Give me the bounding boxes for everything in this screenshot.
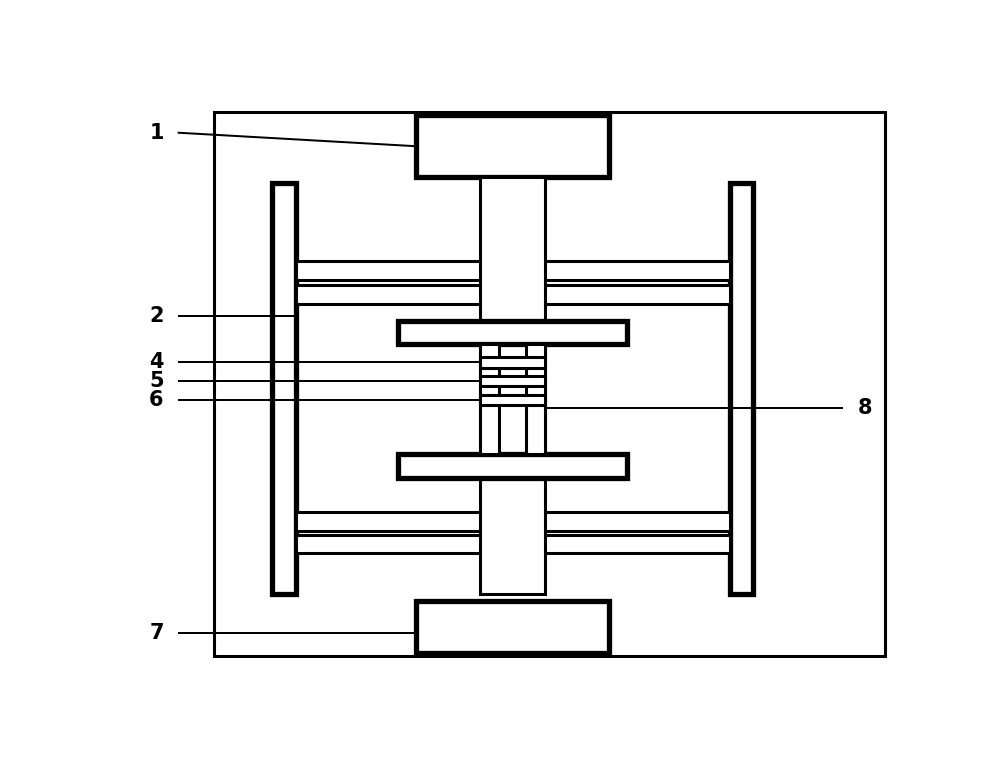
Bar [398, 320, 627, 344]
Text: 4: 4 [149, 353, 164, 372]
Bar [296, 512, 730, 531]
Text: 5: 5 [149, 372, 164, 391]
Bar [730, 182, 753, 594]
Bar [296, 535, 730, 553]
Bar [416, 115, 609, 177]
Bar [480, 357, 545, 368]
Bar [296, 285, 730, 304]
Text: 1: 1 [149, 123, 164, 143]
Bar [480, 177, 545, 594]
Bar [480, 344, 499, 454]
Bar [398, 454, 627, 478]
Bar [480, 394, 545, 405]
Text: 8: 8 [857, 398, 872, 417]
Text: 6: 6 [149, 390, 164, 410]
Text: 7: 7 [149, 623, 164, 643]
Bar [480, 376, 545, 387]
Bar [272, 182, 296, 594]
Text: 2: 2 [149, 306, 164, 326]
Bar [416, 601, 609, 652]
Bar [526, 344, 545, 454]
Bar [296, 261, 730, 279]
Bar [214, 112, 885, 655]
